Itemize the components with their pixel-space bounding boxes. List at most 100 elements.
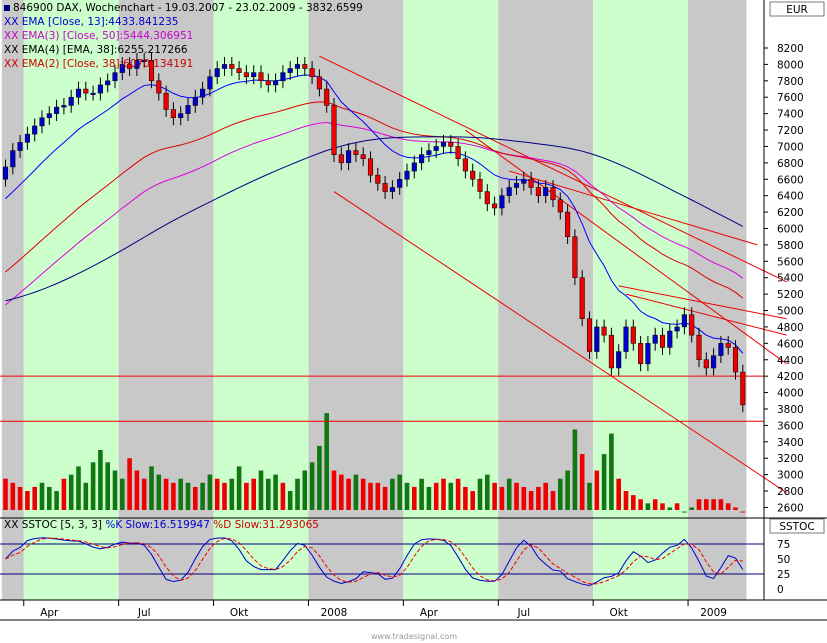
volume-bar bbox=[652, 499, 658, 510]
volume-bar bbox=[207, 474, 213, 510]
volume-bar bbox=[740, 511, 746, 513]
candle-body bbox=[39, 117, 45, 127]
oscillator-label: SSTOC bbox=[779, 521, 814, 533]
trend-line-1 bbox=[333, 191, 787, 494]
candle-body bbox=[419, 154, 425, 164]
volume-bar bbox=[98, 450, 103, 510]
volume-bar bbox=[266, 478, 271, 510]
volume-bar bbox=[17, 486, 23, 510]
candle-body bbox=[528, 179, 534, 188]
y-tick-label: 6400 bbox=[777, 191, 804, 203]
volume-bar bbox=[339, 474, 344, 510]
candle-body bbox=[163, 92, 169, 110]
volume-bar bbox=[499, 486, 505, 510]
y-tick-label: 2600 bbox=[777, 502, 804, 514]
volume-bar bbox=[579, 454, 585, 510]
volume-bar bbox=[47, 486, 52, 510]
volume-bar bbox=[229, 478, 235, 510]
candle-body bbox=[389, 187, 395, 192]
volume-bar bbox=[645, 503, 651, 510]
candle-body bbox=[608, 334, 614, 369]
y-tick-label: 7200 bbox=[777, 125, 804, 137]
candle-body bbox=[90, 92, 96, 95]
candle-body bbox=[718, 343, 724, 356]
candle-body bbox=[112, 72, 118, 82]
volume-bar bbox=[492, 482, 497, 510]
y-tick-label: 5400 bbox=[777, 273, 804, 285]
candle-body bbox=[455, 146, 461, 160]
candle-body bbox=[433, 146, 439, 151]
y-tick-label: 7000 bbox=[777, 141, 804, 153]
price-candles bbox=[2, 52, 746, 413]
volume-bar bbox=[258, 470, 264, 510]
ema38-line bbox=[5, 101, 744, 299]
candle-body bbox=[54, 106, 60, 114]
volume-bar bbox=[127, 458, 132, 510]
volume-bar bbox=[149, 466, 154, 510]
trend-line-3 bbox=[618, 285, 787, 320]
candle-body bbox=[550, 187, 556, 201]
candle-body bbox=[10, 150, 16, 168]
volume-bar bbox=[90, 462, 96, 510]
volume-bar bbox=[76, 466, 81, 510]
candle-body bbox=[645, 343, 651, 365]
candle-body bbox=[265, 80, 271, 86]
oscillator-legend: XX SSTOC [5, 3, 3] %K Slow:16.519947 %D … bbox=[4, 519, 319, 532]
candle-body bbox=[492, 203, 498, 209]
volume-bar bbox=[419, 478, 424, 510]
candle-body bbox=[280, 72, 286, 82]
volume-bar bbox=[163, 478, 169, 510]
candle-body bbox=[703, 359, 709, 369]
volume-bar bbox=[623, 491, 629, 510]
volume-bar bbox=[68, 474, 74, 510]
volume-bar bbox=[331, 470, 337, 510]
candle-body bbox=[572, 236, 578, 278]
candle-body bbox=[557, 199, 563, 213]
candle-body bbox=[68, 96, 74, 106]
osc-tick-label: 75 bbox=[777, 539, 790, 551]
candle-body bbox=[148, 60, 155, 82]
volume-bar bbox=[404, 482, 410, 510]
volume-bar bbox=[251, 478, 256, 510]
y-tick-label: 5200 bbox=[777, 289, 804, 301]
candle-body bbox=[725, 343, 731, 348]
y-tick-label: 6800 bbox=[777, 158, 804, 170]
volume-bar bbox=[485, 474, 490, 510]
candle-body bbox=[178, 113, 184, 118]
candle-body bbox=[156, 80, 162, 94]
volume-bar bbox=[309, 462, 315, 510]
candle-body bbox=[652, 334, 658, 344]
candle-body bbox=[426, 150, 432, 155]
candle-body bbox=[258, 72, 264, 82]
volume-bar bbox=[718, 499, 724, 510]
oscillator-lines bbox=[0, 537, 764, 587]
volume-bar bbox=[594, 470, 600, 510]
y-tick-label: 3800 bbox=[777, 404, 804, 416]
oscillator-axis: 75 50 25 0 bbox=[777, 539, 790, 596]
trend-line-4 bbox=[625, 293, 787, 336]
candle-body bbox=[630, 326, 636, 344]
ema50-line bbox=[5, 121, 744, 306]
candle-body bbox=[499, 195, 505, 209]
y-tick-label: 5000 bbox=[777, 306, 804, 318]
candle-body bbox=[367, 158, 374, 176]
volume-bar bbox=[3, 478, 8, 510]
candle-body bbox=[97, 84, 103, 94]
candle-body bbox=[324, 88, 330, 106]
x-tick-label: Okt bbox=[609, 607, 627, 619]
volume-bar bbox=[433, 482, 439, 510]
candle-body bbox=[32, 125, 38, 135]
volume-bar bbox=[54, 491, 59, 510]
volume-bar bbox=[390, 478, 395, 510]
candle-body bbox=[623, 326, 629, 352]
volume-bar bbox=[185, 482, 191, 510]
volume-bar bbox=[25, 491, 30, 510]
candle-body bbox=[404, 170, 410, 180]
candle-body bbox=[375, 174, 381, 184]
osc-d-line bbox=[5, 537, 743, 585]
volume-bar bbox=[667, 507, 673, 510]
volume-bar bbox=[112, 470, 118, 510]
candle-body bbox=[681, 314, 687, 328]
y-tick-label: 6200 bbox=[777, 207, 804, 219]
candle-body bbox=[105, 80, 111, 86]
